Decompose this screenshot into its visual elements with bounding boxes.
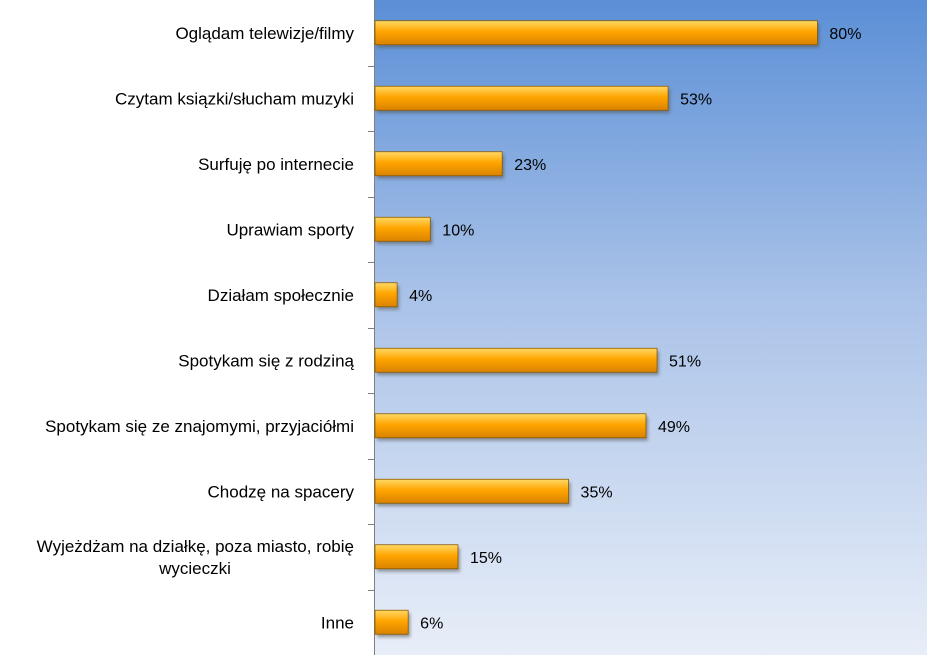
- bar-group: 23% Surfuję po internecie: [198, 151, 546, 179]
- bar-group: 15% Wyjeżdżam na działkę, poza miasto, ro…: [37, 537, 502, 578]
- data-label: 6%: [420, 615, 443, 632]
- bar: [374, 216, 431, 242]
- data-label: 4%: [409, 288, 432, 305]
- bar-group: 80% Oglądam telewizje/filmy: [175, 20, 861, 48]
- bar: [374, 85, 669, 111]
- data-label: 80%: [829, 26, 861, 43]
- data-label: 23%: [514, 157, 546, 174]
- data-label: 51%: [669, 353, 701, 370]
- category-label: Chodzę na spacery: [208, 482, 355, 501]
- bar: [374, 609, 409, 635]
- category-label: Uprawiam sporty: [226, 220, 354, 239]
- category-label: Wyjeżdżam na działkę, poza miasto, robię: [37, 537, 354, 556]
- category-label: Inne: [321, 613, 354, 632]
- category-label: wycieczki: [158, 559, 231, 578]
- bar: [374, 544, 459, 570]
- bar-group: 51% Spotykam się z rodziną: [178, 347, 701, 376]
- category-label: Oglądam telewizje/filmy: [175, 24, 354, 43]
- data-label: 35%: [581, 484, 613, 501]
- bar-group: 53% Czytam ksiązki/słucham muzyki: [115, 85, 712, 114]
- bar: [374, 413, 647, 439]
- data-label: 15%: [470, 550, 502, 567]
- bar-group: 49% Spotykam się ze znajomymi, przyjaciół…: [45, 413, 690, 441]
- bar: [374, 347, 658, 373]
- category-label: Działam społecznie: [208, 286, 354, 305]
- category-label: Czytam ksiązki/słucham muzyki: [115, 89, 354, 108]
- bar: [374, 282, 398, 308]
- category-label: Spotykam się ze znajomymi, przyjaciółmi: [45, 417, 354, 436]
- data-label: 53%: [680, 91, 712, 108]
- category-label: Surfuję po internecie: [198, 155, 354, 174]
- category-label: Spotykam się z rodziną: [178, 351, 354, 370]
- data-label: 49%: [658, 419, 690, 436]
- bar-group: 4% Działam społecznie: [208, 282, 432, 310]
- bar: [374, 478, 569, 504]
- bar-group: 6% Inne: [321, 609, 443, 638]
- bar-group: 10% Uprawiam sporty: [226, 216, 474, 245]
- data-label: 10%: [442, 222, 474, 239]
- bar-group: 35% Chodzę na spacery: [208, 478, 613, 507]
- bar: [374, 20, 818, 46]
- bar: [374, 151, 503, 177]
